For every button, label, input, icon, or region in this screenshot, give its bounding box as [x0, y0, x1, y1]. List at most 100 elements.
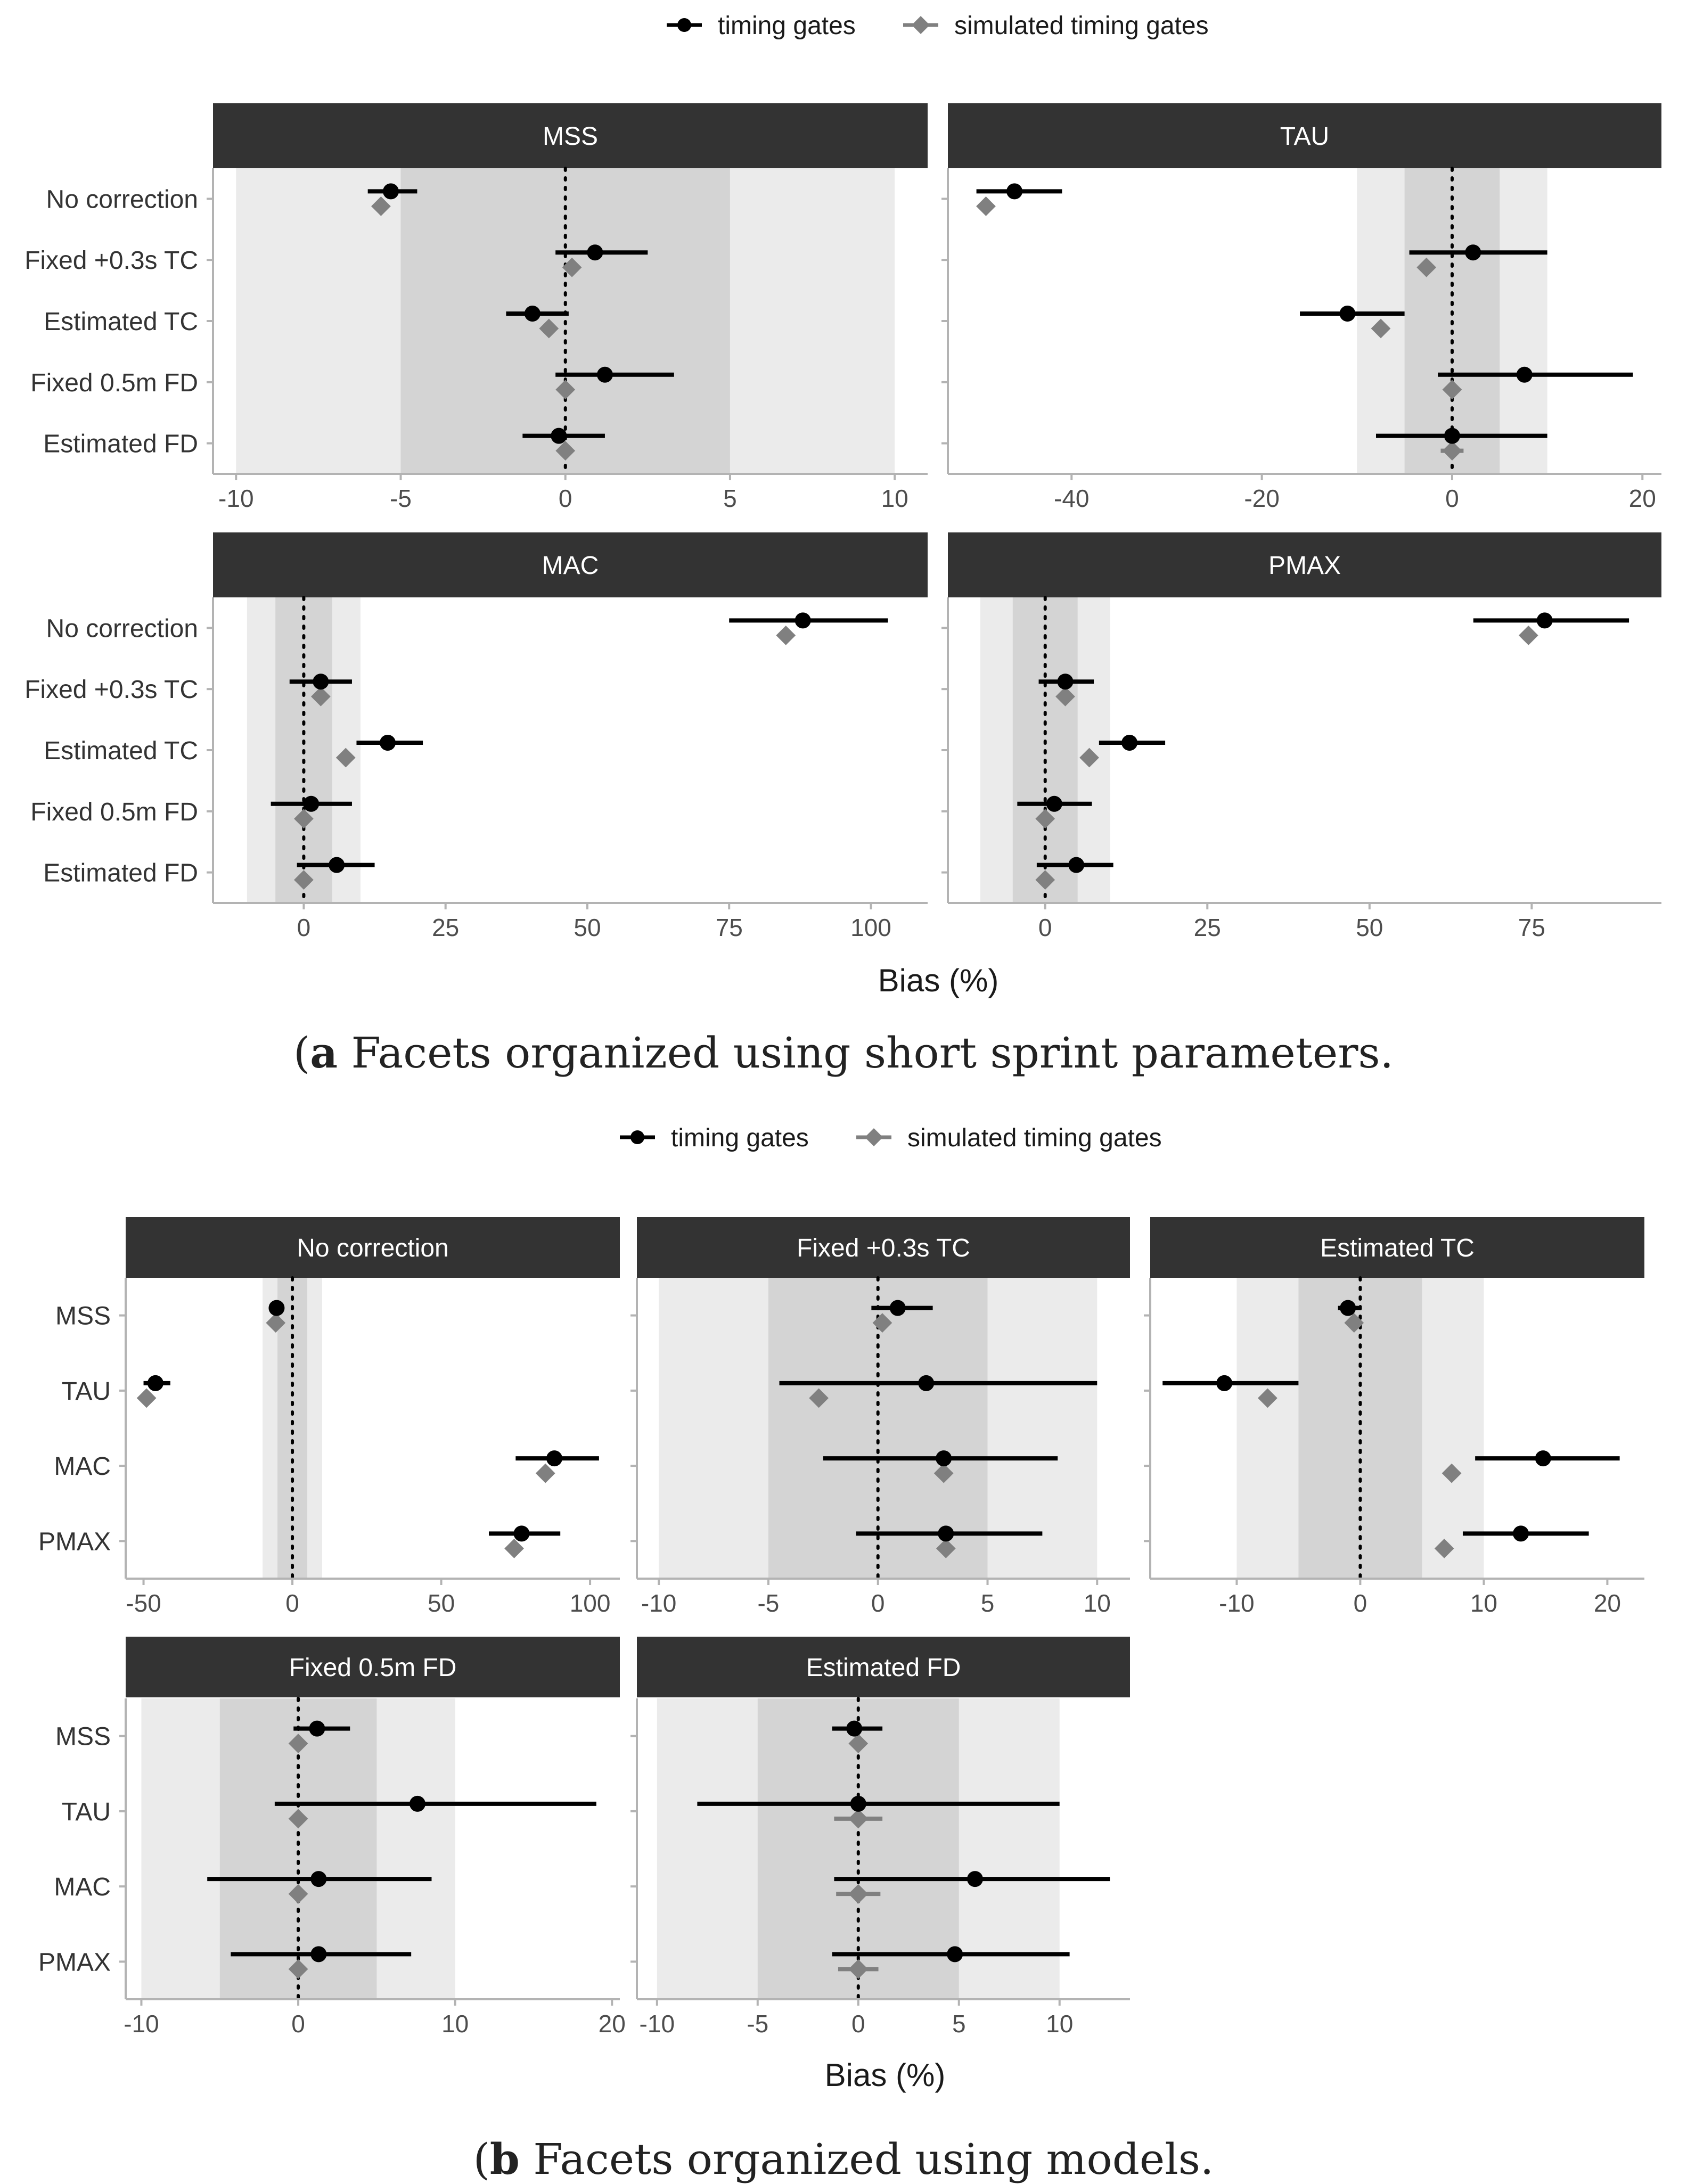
fig-a-mss-y-tick-label: Estimated TC — [44, 308, 198, 336]
fig-a-tau-strip-label: TAU — [1280, 122, 1329, 151]
fig-a-tau-x-tick-label: 20 — [1629, 485, 1656, 512]
fig-a-pmax-x-tick-label: 75 — [1518, 914, 1545, 941]
caption-a-letter: a — [310, 1028, 338, 1078]
fig-b-no-correction-strip-label: No correction — [297, 1234, 448, 1262]
fig-a-legend-key-simulated-point — [912, 16, 930, 34]
fig-b-no-correction-timing-gates-point — [513, 1525, 530, 1542]
fig-b-estimated-fd-simulated-point — [848, 1884, 869, 1904]
fig-b-fixed-0-5m-fd-y-tick-label: TAU — [62, 1798, 111, 1826]
fig-a-tau-timing-gates-point — [1339, 306, 1356, 322]
fig-a-tau-simulated-point — [1371, 318, 1391, 339]
fig-a-mss-x-tick-label: 5 — [723, 485, 737, 512]
fig-a-mac-timing-gates-point — [313, 674, 329, 690]
fig-b-estimated-fd-timing-gates-point — [947, 1946, 963, 1963]
fig-b-fixed-0-5m-fd-simulated-point — [288, 1959, 308, 1979]
fig-a-mac-timing-gates-point — [303, 795, 320, 812]
fig-a-mac-y-tick-label: Fixed +0.3s TC — [24, 676, 198, 704]
fig-a-mss-y-tick-label: Estimated FD — [43, 430, 198, 458]
fig-b-estimated-tc-x-tick-label: 0 — [1354, 1589, 1367, 1617]
fig-b-fixed-0-3s-tc-x-tick-label: 0 — [871, 1589, 885, 1617]
fig-a-legend-key-timing-gates-point — [677, 18, 691, 32]
fig-b-no-correction-x-tick-label: -50 — [126, 1589, 161, 1617]
fig-b-fixed-0-3s-tc-x-tick-label: 5 — [981, 1589, 995, 1617]
fig-b-fixed-0-3s-tc-timing-gates-point — [936, 1450, 952, 1467]
fig-a-mss-timing-gates-point — [551, 428, 567, 444]
fig-b-estimated-tc-simulated-point — [1344, 1313, 1364, 1333]
fig-b-fixed-0-5m-fd-y-tick-label: MAC — [54, 1873, 111, 1901]
fig-a-mac-simulated-point — [776, 626, 796, 645]
fig-b-fixed-0-5m-fd-timing-gates-point — [409, 1795, 425, 1812]
fig-b-fixed-0-5m-fd-y-tick-label: PMAX — [38, 1948, 111, 1976]
fig-a-mac-y-tick-label: No correction — [46, 614, 198, 643]
fig-b-fixed-0-3s-tc-x-tick-label: -10 — [641, 1589, 676, 1617]
fig-a-mss-x-tick-label: -5 — [390, 485, 412, 512]
fig-a-mss-timing-gates-point — [587, 244, 603, 261]
fig-b-estimated-tc-x-tick-label: 10 — [1470, 1589, 1497, 1617]
fig-b-estimated-fd-simulated-point — [848, 1734, 869, 1754]
fig-b-estimated-fd-timing-gates-point — [850, 1795, 866, 1812]
fig-b-estimated-tc-timing-gates-point — [1535, 1450, 1551, 1467]
fig-b-fixed-0-5m-fd-strip-label: Fixed 0.5m FD — [289, 1654, 457, 1682]
fig-b-fixed-0-5m-fd-x-tick-label: 20 — [599, 2010, 626, 2038]
caption-b-letter: b — [489, 2134, 520, 2184]
fig-a-pmax-timing-gates-point — [1536, 612, 1553, 629]
fig-b-estimated-fd-timing-gates-point — [967, 1871, 983, 1887]
fig-a-pmax-timing-gates-point — [1121, 735, 1138, 751]
fig-a-mac-y-tick-label: Estimated FD — [43, 859, 198, 888]
fig-a-mac-timing-gates-point — [329, 857, 345, 873]
fig-b-x-axis-title: Bias (%) — [825, 2057, 946, 2093]
fig-b-fixed-0-3s-tc-strip-label: Fixed +0.3s TC — [797, 1234, 970, 1262]
fig-b-estimated-tc-simulated-point — [1258, 1388, 1277, 1408]
fig-a-tau-x-tick-label: -40 — [1054, 485, 1089, 512]
fig-a-tau-timing-gates-point — [1444, 428, 1460, 444]
fig-a-pmax-simulated-point — [1055, 686, 1075, 707]
fig-a-tau-simulated-point — [1416, 257, 1437, 277]
fig-b-estimated-tc-simulated-point — [1442, 1463, 1462, 1483]
fig-a-mac-y-tick-label: Estimated TC — [44, 737, 198, 765]
fig-a-tau-timing-gates-point — [1465, 244, 1481, 261]
fig-a-pmax-timing-gates-point — [1057, 674, 1074, 690]
fig-b-fixed-0-3s-tc-timing-gates-point — [889, 1300, 906, 1316]
fig-b-estimated-fd-x-tick-label: 0 — [851, 2010, 865, 2038]
fig-a-legend-label-simulated: simulated timing gates — [954, 12, 1209, 40]
fig-a-mss-y-tick-label: Fixed 0.5m FD — [30, 369, 198, 397]
fig-a-mac-simulated-point — [310, 686, 331, 707]
fig-b-no-correction-simulated-point — [136, 1388, 157, 1408]
fig-a-mss-simulated-point — [555, 380, 576, 400]
fig-b-no-correction-x-tick-label: 100 — [570, 1589, 611, 1617]
caption-a-text: Facets organized using short sprint para… — [338, 1028, 1394, 1078]
fig-b-fixed-0-5m-fd-simulated-point — [288, 1734, 308, 1754]
fig-a-pmax-strip — [948, 532, 1661, 597]
fig-a-mss-y-tick-label: No correction — [46, 185, 198, 214]
fig-a-pmax-simulated-point — [1518, 626, 1538, 645]
fig-b-estimated-fd-simulated-point — [848, 1809, 869, 1829]
fig-b-fixed-0-3s-tc-simulated-point — [809, 1388, 829, 1408]
fig-a-mac-x-tick-label: 75 — [716, 914, 743, 941]
fig-b-no-correction-x-tick-label: 50 — [428, 1589, 455, 1617]
fig-b-estimated-fd-timing-gates-point — [846, 1720, 863, 1737]
fig-b-fixed-0-3s-tc-timing-gates-point — [938, 1525, 954, 1542]
fig-a-x-axis-title: Bias (%) — [878, 963, 999, 998]
fig-b-fixed-0-5m-fd-simulated-point — [288, 1809, 308, 1829]
fig-b-fixed-0-3s-tc-x-tick-label: 10 — [1084, 1589, 1111, 1617]
fig-b-estimated-fd-x-tick-label: -5 — [747, 2010, 768, 2038]
fig-a-mss-x-tick-label: 0 — [559, 485, 572, 512]
fig-b-legend-key-simulated-point — [865, 1128, 883, 1146]
fig-a-tau-simulated-point — [1442, 441, 1462, 461]
fig-a-tau-simulated-point — [976, 196, 996, 216]
fig-a-pmax-timing-gates-point — [1068, 857, 1085, 873]
fig-b-no-correction-simulated-point — [504, 1538, 524, 1558]
fig-a-legend-label-timing-gates: timing gates — [718, 12, 856, 40]
fig-a-pmax-x-tick-label: 0 — [1038, 914, 1052, 941]
fig-a-mss-strip-label: MSS — [543, 122, 598, 151]
fig-b-fixed-0-5m-fd-y-tick-label: MSS — [55, 1723, 111, 1751]
fig-a-mss-timing-gates-point — [524, 306, 541, 322]
fig-a-pmax-simulated-point — [1035, 870, 1055, 890]
caption-b-text: Facets organized using models. — [519, 2134, 1214, 2184]
fig-b-fixed-0-3s-tc-simulated-point — [933, 1463, 954, 1483]
fig-a-mac-x-tick-label: 50 — [574, 914, 601, 941]
fig-b-fixed-0-5m-fd-x-tick-label: 10 — [441, 2010, 469, 2038]
fig-b-fixed-0-5m-fd-strip — [126, 1637, 620, 1697]
fig-b-no-correction-simulated-point — [266, 1313, 286, 1333]
fig-b-legend-label-timing-gates: timing gates — [671, 1124, 809, 1152]
